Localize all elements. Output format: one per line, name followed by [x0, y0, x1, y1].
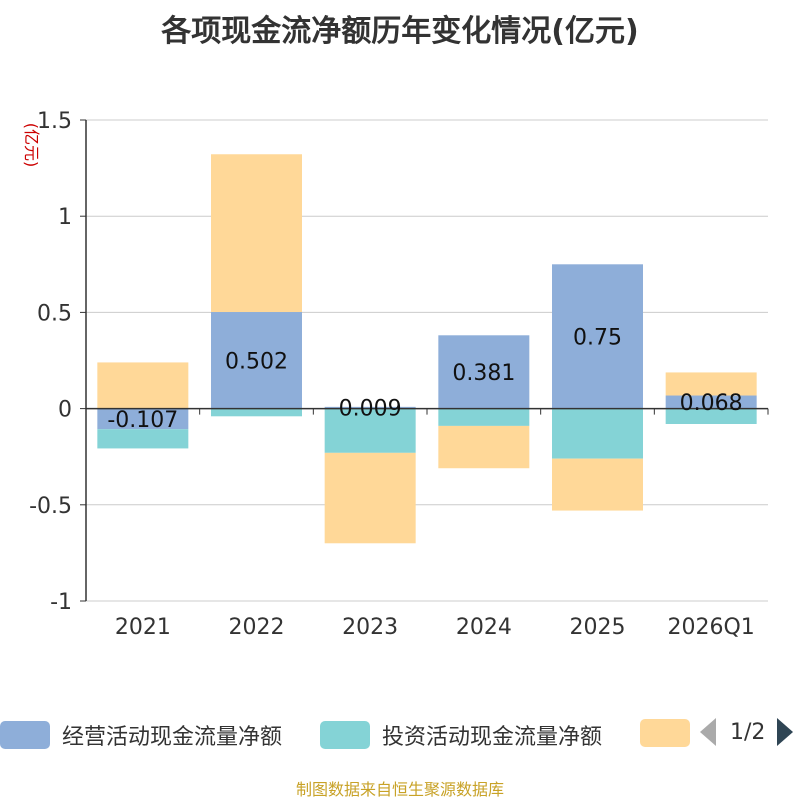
legend-item-third[interactable]	[640, 719, 690, 747]
x-tick-label: 2025	[570, 615, 626, 640]
y-tick-label: 1.5	[37, 109, 72, 134]
legend-swatch-third	[640, 719, 690, 747]
data-label: 0.009	[339, 397, 402, 422]
x-tick-label: 2021	[115, 615, 171, 640]
legend-swatch-operating	[0, 721, 50, 749]
bar-segment	[552, 458, 643, 511]
x-tick-label: 2026Q1	[668, 615, 755, 640]
data-label: 0.75	[573, 325, 622, 350]
bar-segment	[552, 264, 643, 409]
x-tick-label: 2024	[456, 615, 512, 640]
y-tick-label: 1	[58, 205, 72, 230]
bar-segment	[324, 452, 416, 544]
legend-pager: 1/2	[700, 718, 794, 746]
grid-lines	[86, 119, 768, 602]
y-tick-label: -1	[50, 590, 72, 615]
bar-segment	[438, 335, 530, 409]
chart-title: 各项现金流净额历年变化情况(亿元)	[161, 14, 639, 49]
source-note: 制图数据来自恒生聚源数据库	[295, 780, 504, 799]
bar-segment	[324, 408, 416, 453]
bars	[97, 154, 757, 544]
x-tick-label: 2022	[229, 615, 285, 640]
bar-segment	[97, 362, 189, 409]
pager-text: 1/2	[730, 719, 766, 745]
pager-next-icon[interactable]	[777, 718, 794, 746]
legend-label-operating: 经营活动现金流量净额	[62, 725, 283, 750]
data-label: 0.502	[225, 349, 288, 374]
legend-item-investing[interactable]: 投资活动现金流量净额	[320, 719, 602, 751]
bar-segment	[211, 312, 302, 409]
data-label: 0.068	[680, 391, 743, 416]
bar-segment	[97, 408, 189, 430]
x-tick-label: 2023	[342, 615, 398, 640]
chart-area: 1.5 1 0.5 0 -0.5 -1 2021 2022 2023 2024 2025 2026Q1…	[22, 109, 769, 640]
data-label: 0.381	[452, 361, 515, 386]
bar-segment	[324, 406, 416, 409]
y-tick-label: -0.5	[29, 494, 72, 519]
data-labels: -0.107 0.502 0.009 0.381 0.75 0.068	[107, 325, 742, 432]
bar-segment	[438, 425, 530, 469]
pager-prev-icon[interactable]	[700, 718, 716, 746]
bar-segment	[552, 408, 643, 459]
legend: 经营活动现金流量净额 投资活动现金流量净额 1/2	[0, 714, 800, 754]
legend-label-investing: 投资活动现金流量净额	[382, 725, 603, 750]
legend-swatch-investing	[320, 721, 370, 749]
bar-segment	[665, 408, 757, 424]
axes: 1.5 1 0.5 0 -0.5 -1 2021 2022 2023 2024 2025 2026Q1	[29, 109, 769, 640]
y-tick-label: 0.5	[37, 301, 72, 326]
y-axis-label: (亿元)	[22, 123, 41, 168]
bar-segment	[211, 154, 302, 313]
bar-segment	[665, 395, 757, 409]
y-tick-label: 0	[58, 398, 72, 423]
legend-item-operating[interactable]: 经营活动现金流量净额	[0, 719, 282, 751]
bar-segment	[438, 408, 530, 426]
bar-segment	[211, 408, 302, 417]
bar-segment	[665, 372, 757, 396]
data-label: -0.107	[107, 408, 178, 433]
bar-segment	[97, 429, 189, 449]
